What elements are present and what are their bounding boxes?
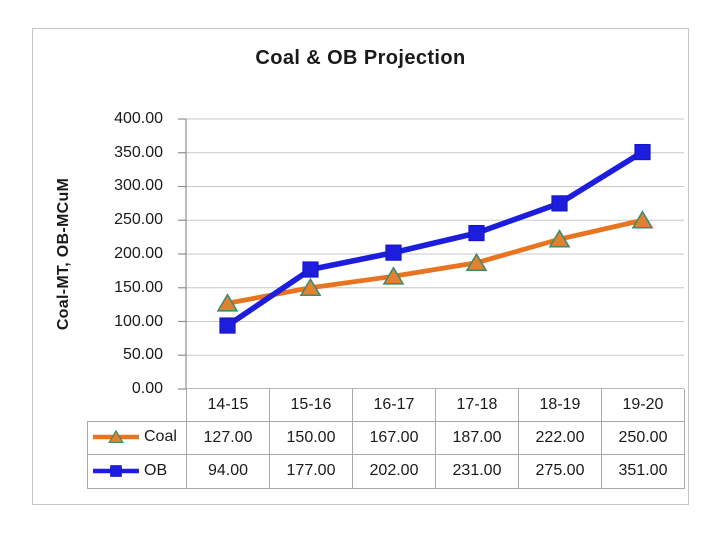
table-cell: 202.00 xyxy=(352,453,436,489)
legend-label-coal: Coal xyxy=(144,428,177,446)
table-cell: 94.00 xyxy=(186,453,270,489)
chart-frame: Coal & OB Projection Coal-MT, OB-MCuM 40… xyxy=(32,28,689,505)
data-table: 14-15 15-16 16-17 17-18 18-19 19-20 Coal… xyxy=(87,389,685,489)
category-header: 15-16 xyxy=(269,389,353,422)
y-tick-label: 350.00 xyxy=(114,144,163,161)
category-header: 19-20 xyxy=(601,389,685,422)
y-tick-label: 50.00 xyxy=(122,346,163,363)
line-chart-canvas xyxy=(178,118,684,390)
y-tick-label: 300.00 xyxy=(114,177,163,194)
y-tick-label: 150.00 xyxy=(114,279,163,296)
chart-title: Coal & OB Projection xyxy=(255,47,466,69)
y-tick-label: 0.00 xyxy=(131,380,163,397)
table-cell: 250.00 xyxy=(601,420,685,455)
table-cell: 187.00 xyxy=(435,420,519,455)
coal-line-marker-icon xyxy=(93,430,139,444)
plot-area xyxy=(178,118,684,390)
table-cell: 231.00 xyxy=(435,453,519,489)
category-header: 14-15 xyxy=(186,389,270,422)
table-cell: 167.00 xyxy=(352,420,436,455)
table-cell: 275.00 xyxy=(518,453,602,489)
table-corner-cell xyxy=(88,389,187,421)
table-cell: 351.00 xyxy=(601,453,685,489)
category-header: 16-17 xyxy=(352,389,436,422)
y-tick-label: 100.00 xyxy=(114,313,163,330)
table-cell: 222.00 xyxy=(518,420,602,455)
table-cell: 177.00 xyxy=(269,453,353,489)
y-tick-label: 250.00 xyxy=(114,211,163,228)
table-cell: 150.00 xyxy=(269,420,353,455)
table-cell: 127.00 xyxy=(186,420,270,455)
legend-cell-coal: Coal xyxy=(87,420,187,455)
series-row-coal: Coal 127.00 150.00 167.00 187.00 222.00 … xyxy=(87,420,685,455)
category-header: 18-19 xyxy=(518,389,602,422)
y-tick-label: 400.00 xyxy=(114,110,163,127)
category-header: 17-18 xyxy=(435,389,519,422)
legend-cell-ob: OB xyxy=(87,453,187,489)
ob-line-marker-icon xyxy=(93,465,139,477)
legend-label-ob: OB xyxy=(144,461,168,479)
series-row-ob: OB 94.00 177.00 202.00 231.00 275.00 351… xyxy=(87,453,685,489)
y-tick-label: 200.00 xyxy=(114,245,163,262)
category-header-row: 14-15 15-16 16-17 17-18 18-19 19-20 xyxy=(88,389,685,422)
